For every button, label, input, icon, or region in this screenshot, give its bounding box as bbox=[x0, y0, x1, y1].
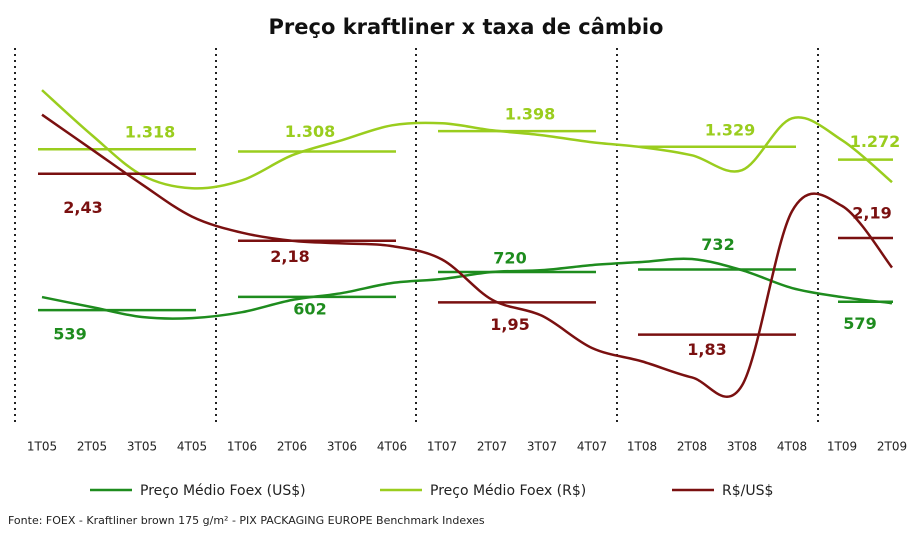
legend-label: Preço Médio Foex (US$) bbox=[140, 483, 306, 499]
series-line bbox=[41, 89, 893, 190]
x-tick-label: 2T05 bbox=[77, 440, 107, 454]
average-label: 2,43 bbox=[63, 198, 102, 217]
average-label: 732 bbox=[701, 235, 734, 254]
x-tick-label: 4T07 bbox=[577, 440, 607, 454]
average-label: 2,18 bbox=[270, 247, 309, 266]
x-tick-label: 2T08 bbox=[677, 440, 707, 454]
x-tick-label: 1T08 bbox=[627, 440, 657, 454]
average-label: 602 bbox=[293, 299, 326, 318]
average-label: 1,95 bbox=[490, 315, 529, 334]
x-tick-label: 2T09 bbox=[877, 440, 907, 454]
average-label: 1.308 bbox=[285, 122, 336, 141]
legend-label: Preço Médio Foex (R$) bbox=[430, 483, 586, 499]
dividers bbox=[14, 48, 819, 425]
x-tick-label: 4T06 bbox=[377, 440, 407, 454]
source-note: Fonte: FOEX - Kraftliner brown 175 g/m² … bbox=[8, 514, 485, 527]
series-line bbox=[41, 257, 893, 320]
average-label: 1,83 bbox=[687, 340, 726, 359]
x-tick-label: 2T06 bbox=[277, 440, 307, 454]
x-tick-label: 1T07 bbox=[427, 440, 457, 454]
average-label: 720 bbox=[493, 249, 526, 268]
x-tick-label: 4T05 bbox=[177, 440, 207, 454]
series-line bbox=[41, 113, 893, 398]
average-label: 1.329 bbox=[705, 120, 756, 139]
average-label: 539 bbox=[53, 325, 86, 344]
x-tick-label: 3T05 bbox=[127, 440, 157, 454]
chart-title: Preço kraftliner x taxa de câmbio bbox=[269, 15, 664, 39]
average-label: 1.272 bbox=[850, 132, 901, 151]
x-tick-label: 3T07 bbox=[527, 440, 557, 454]
x-tick-label: 4T08 bbox=[777, 440, 807, 454]
average-label: 1.318 bbox=[125, 123, 176, 142]
x-tick-label: 1T06 bbox=[227, 440, 257, 454]
average-label: 2,19 bbox=[852, 204, 891, 223]
x-tick-label: 3T06 bbox=[327, 440, 357, 454]
x-tick-label: 1T05 bbox=[27, 440, 57, 454]
x-tick-label: 1T09 bbox=[827, 440, 857, 454]
x-tick-label: 3T08 bbox=[727, 440, 757, 454]
legend-label: R$/US$ bbox=[722, 483, 773, 499]
average-label: 1.398 bbox=[505, 105, 556, 124]
average-label: 579 bbox=[843, 314, 876, 333]
x-tick-label: 2T07 bbox=[477, 440, 507, 454]
